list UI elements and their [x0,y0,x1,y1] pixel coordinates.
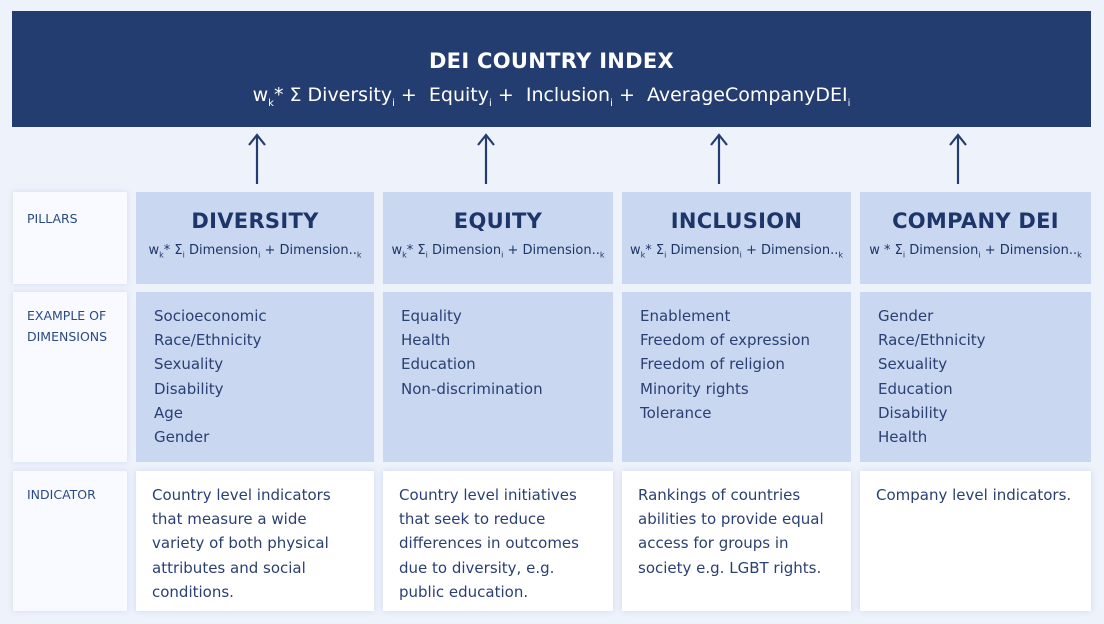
dimension-item: Freedom of expression [640,331,811,350]
dimension-item: Health [878,428,928,447]
dimensions-equity: Equality Health Education Non-discrimina… [383,292,613,462]
pillar-name: INCLUSION [670,209,803,233]
dimension-item: Non-discrimination [401,379,543,398]
indicator-text: Rankings of countries abilities to provi… [638,486,824,577]
dimension-item: Age [154,403,184,422]
row-label-cell-dimensions: EXAMPLE OF DIMENSIONS [13,292,127,462]
pillar-formula: wk* Σi Dimensioni + Dimension..k [148,243,362,260]
row-label-cell-indicator: INDICATOR [13,471,127,611]
dimensions-diversity: Socioeconomic Race/Ethnicity Sexuality D… [136,292,374,462]
dimension-item: Race/Ethnicity [878,331,986,350]
dimension-item: Disability [154,379,224,398]
pillar-equity: EQUITY wk* Σi Dimensioni + Dimension..k [383,192,613,284]
arrow-up-icon [248,133,266,184]
pillar-formula: wk* Σi Dimensioni + Dimension..k [391,243,605,260]
indicator-company-dei: Company level indicators. [860,471,1091,611]
dimension-item: Socioeconomic [154,307,267,325]
dimension-item: Minority rights [640,379,749,398]
dimension-item: Gender [154,428,210,447]
row-label-cell-pillars: PILLARS [13,192,127,284]
banner-title: DEI COUNTRY INDEX [428,49,675,73]
dimension-item: Equality [401,307,462,325]
pillar-formula: wk* Σi Dimensioni + Dimension..k [629,243,844,260]
dimensions-inclusion: Enablement Freedom of expression Freedom… [622,292,851,462]
arrow-up-icon [949,133,967,184]
dimension-item: Education [878,379,953,398]
dimension-item: Health [401,331,451,350]
index-banner: DEI COUNTRY INDEX wk* Σ Diversityi + Equ… [12,11,1091,127]
indicator-text: Company level indicators. [876,486,1072,504]
row-label-dimensions: EXAMPLE OF DIMENSIONS [27,308,108,344]
pillar-diversity: DIVERSITY wk* Σi Dimensioni + Dimension.… [136,192,374,284]
indicator-text: Country level indicators that measure a … [152,486,331,601]
pillar-formula: w * Σi Dimensioni + Dimension..k [869,243,1082,260]
dimensions-company-dei: Gender Race/Ethnicity Sexuality Educatio… [860,292,1091,462]
arrow-up-icon [477,133,495,184]
dimension-item: Sexuality [154,355,224,374]
dimension-item: Freedom of religion [640,355,785,374]
indicator-diversity: Country level indicators that measure a … [136,471,374,611]
dimension-item: Disability [878,403,948,422]
pillar-inclusion: INCLUSION wk* Σi Dimensioni + Dimension.… [622,192,851,284]
pillar-name: EQUITY [453,209,543,233]
dimension-item: Enablement [640,307,731,325]
dimension-item: Education [401,355,476,374]
arrow-up-icon [710,133,728,184]
dimension-item: Gender [878,307,934,325]
indicator-equity: Country level initiatives that seek to r… [383,471,613,611]
banner-formula: wk* Σ Diversityi + Equityi + Inclusioni … [252,84,851,109]
pillar-company-dei: COMPANY DEI w * Σi Dimensioni + Dimensio… [860,192,1091,284]
dimension-item: Sexuality [878,355,948,374]
pillar-name: COMPANY DEI [892,209,1059,233]
row-label-pillars: PILLARS [27,211,78,226]
indicator-text: Country level initiatives that seek to r… [399,486,579,601]
dimension-item: Race/Ethnicity [154,331,262,350]
indicator-inclusion: Rankings of countries abilities to provi… [622,471,851,611]
dimension-item: Tolerance [640,403,712,422]
pillar-name: DIVERSITY [191,209,319,233]
row-label-indicator: INDICATOR [27,487,96,502]
